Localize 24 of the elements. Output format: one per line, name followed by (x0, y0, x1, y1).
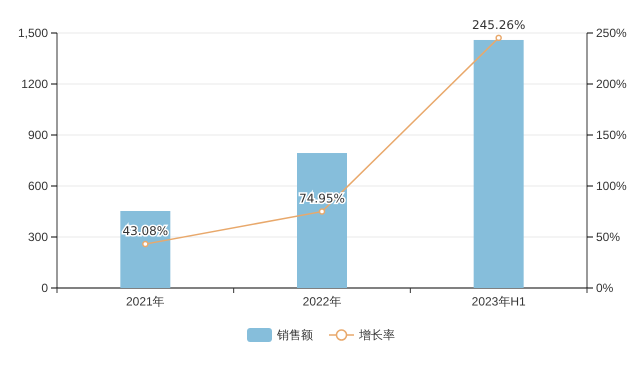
y-tick-label: 0 (41, 280, 48, 295)
legend-label: 销售额 (276, 328, 313, 342)
bar (297, 153, 347, 288)
y-tick-label: 900 (28, 128, 48, 142)
bar (474, 40, 524, 288)
y-tick-label: 1,500 (18, 26, 48, 40)
y2-tick-label: 0% (596, 280, 614, 295)
y2-tick-label: 50% (596, 230, 620, 244)
y2-tick-label: 250% (596, 26, 628, 40)
y-tick-label: 1200 (21, 76, 48, 91)
y2-tick-label: 150% (596, 128, 628, 142)
point (318, 208, 326, 215)
x-tick-label: 2023年H1 (472, 294, 526, 309)
y2-tick-label: 100% (596, 178, 628, 193)
x-tick-label: 2022年 (302, 294, 342, 309)
point (142, 240, 149, 248)
point (495, 34, 502, 42)
x-tick-label: 2021年 (126, 294, 165, 309)
data-label: 43.08% (122, 224, 168, 238)
y-tick-label: 300 (28, 230, 48, 244)
y-tick-label: 600 (28, 178, 48, 193)
y2-tick-label: 200% (596, 76, 628, 91)
legend-label: 增长率 (358, 328, 395, 342)
data-label: 245.26% (472, 18, 526, 32)
